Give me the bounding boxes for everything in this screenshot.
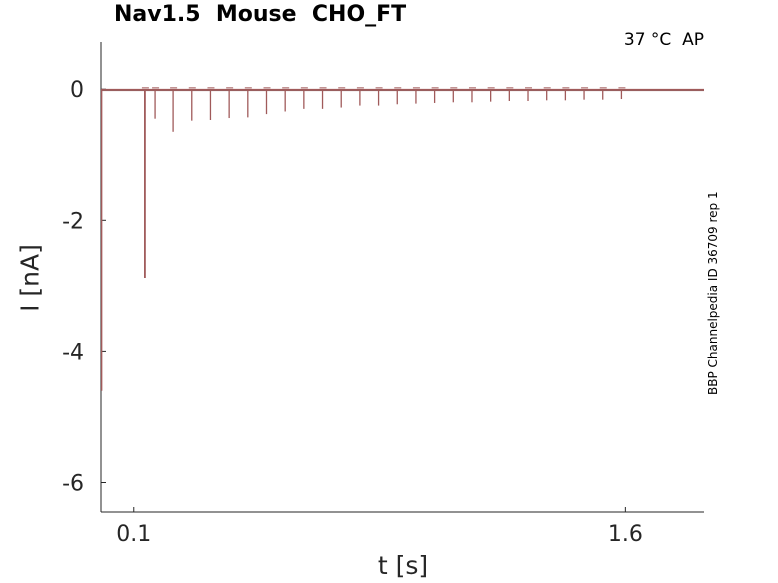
chart-title: Nav1.5 Mouse CHO_FT: [114, 2, 407, 27]
y-tick-label: -2: [62, 209, 84, 234]
y-tick-label: -6: [62, 472, 84, 497]
x-tick-label: 0.1: [116, 522, 151, 547]
tick-labels: 0 -2 -4 -6 0.1 1.6: [62, 78, 643, 547]
x-axis-label: t [s]: [377, 551, 429, 580]
condition-label: 37 °C AP: [623, 30, 704, 50]
y-tick-label: -4: [62, 340, 84, 365]
x-tick-label: 1.6: [608, 522, 643, 547]
y-axis-label: I [nA]: [15, 244, 45, 312]
channelpedia-id-label: BBP Channelpedia ID 36709 rep 1: [706, 191, 720, 395]
y-tick-label: 0: [70, 78, 84, 103]
current-trace: [100, 87, 704, 391]
